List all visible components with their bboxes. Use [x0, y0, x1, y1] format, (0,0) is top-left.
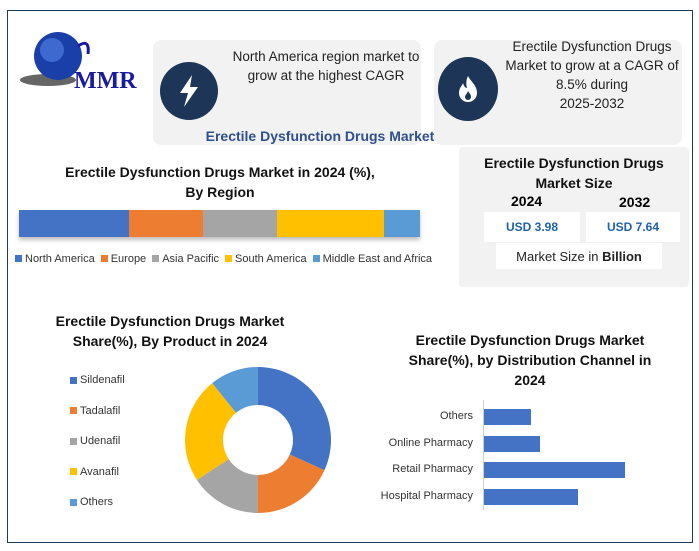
lightning-icon: [160, 62, 218, 120]
legend-label: Europe: [110, 253, 147, 265]
cagr-line: 8.5% during: [555, 77, 629, 92]
region-segment-north-america: [19, 210, 129, 237]
legend-item: South America: [225, 253, 307, 265]
cagr-line: 2025-2032: [559, 96, 625, 111]
main-title: Erectile Dysfunction Drugs Market: [205, 128, 435, 144]
legend-label: Avanafil: [80, 465, 119, 478]
legend-label: Others: [80, 496, 114, 508]
unit-prefix: Market Size in: [516, 248, 603, 264]
region-legend: North America Europe Asia Pacific South Ame…: [15, 253, 432, 265]
legend-swatch: [152, 255, 160, 262]
legend-swatch: [70, 376, 77, 384]
product-legend-item: Avanafil: [70, 466, 119, 478]
legend-item: Middle East and Africa: [312, 253, 433, 265]
market-size-title: Erectile Dysfunction Drugs Market Size: [484, 155, 664, 191]
bar-hospital-pharmacy: [484, 488, 579, 505]
legend-swatch: [70, 407, 77, 414]
legend-swatch: [100, 255, 108, 262]
year-2032: 2032: [619, 194, 651, 210]
bar-label: Others: [439, 410, 473, 422]
region-stacked-bar: [19, 210, 420, 237]
legend-item: Europe: [100, 253, 147, 265]
product-legend-item: Others: [70, 496, 113, 508]
legend-swatch: [312, 255, 320, 262]
legend-swatch: [225, 255, 233, 262]
product-legend-item: Sildenafil: [70, 374, 125, 386]
product-legend-item: Tadalafil: [70, 405, 120, 417]
legend-label: Asia Pacific: [162, 253, 220, 265]
legend-label: North America: [25, 253, 95, 265]
legend-label: Middle East and Africa: [322, 253, 433, 265]
unit-value: Billion: [602, 248, 642, 264]
globe-icon: [20, 32, 90, 86]
logo-text: MMR: [74, 68, 137, 94]
product-chart-title: Erectile Dysfunction Drugs Market Share(…: [55, 313, 285, 349]
bar-label: Online Pharmacy: [388, 436, 473, 449]
legend-label: Sildenafil: [80, 374, 125, 386]
product-legend-item: Udenafil: [70, 435, 120, 447]
flame-icon: [438, 57, 498, 121]
legend-label: Udenafil: [80, 435, 121, 447]
cagr-highlight-text: Erectile Dysfunction Drugs Market to gro…: [502, 37, 682, 113]
value-2024: USD 3.98: [484, 212, 580, 242]
region-chart-title: Erectile Dysfunction Drugs Market in 202…: [65, 164, 375, 200]
legend-label: Tadalafil: [80, 404, 121, 417]
region-segment-middle-east-and-africa: [384, 210, 420, 237]
bar-retail-pharmacy: [484, 462, 626, 478]
legend-item: North America: [15, 253, 95, 265]
year-2024: 2024: [511, 193, 543, 209]
bar-label: Hospital Pharmacy: [380, 489, 473, 502]
region-segment-europe: [128, 210, 204, 237]
donut-slice-others: [212, 367, 258, 413]
donut-slice-sildenafil: [258, 367, 331, 471]
cagr-line: Erectile Dysfunction Drugs: [512, 39, 672, 54]
legend-swatch: [70, 498, 77, 506]
market-size-unit: Market Size in Billion: [496, 243, 662, 269]
mmr-logo: MMR: [18, 28, 143, 98]
bar-online-pharmacy: [484, 435, 540, 452]
value-2032: USD 7.64: [586, 212, 680, 242]
region-highlight-text: North America region market to grow at t…: [232, 49, 420, 83]
donut-slice-avanafil: [185, 383, 237, 480]
legend-swatch: [70, 468, 77, 475]
legend-label: South America: [235, 253, 307, 265]
infographic-frame: [7, 10, 693, 543]
legend-item: Asia Pacific: [152, 253, 219, 265]
product-donut-chart: [185, 367, 331, 513]
region-segment-south-america: [277, 210, 385, 237]
legend-swatch: [15, 255, 22, 262]
donut-slice-tadalafil: [258, 454, 325, 513]
cagr-line: Market to grow at a CAGR of: [505, 58, 679, 73]
region-segment-asia-pacific: [203, 210, 278, 237]
bar-label: Retail Pharmacy: [392, 463, 473, 475]
distribution-axis: [483, 400, 484, 510]
legend-swatch: [70, 437, 77, 445]
distribution-chart-title: Erectile Dysfunction Drugs Market Share(…: [408, 332, 652, 388]
bar-others: [484, 409, 532, 425]
donut-slice-udenafil: [196, 459, 258, 513]
